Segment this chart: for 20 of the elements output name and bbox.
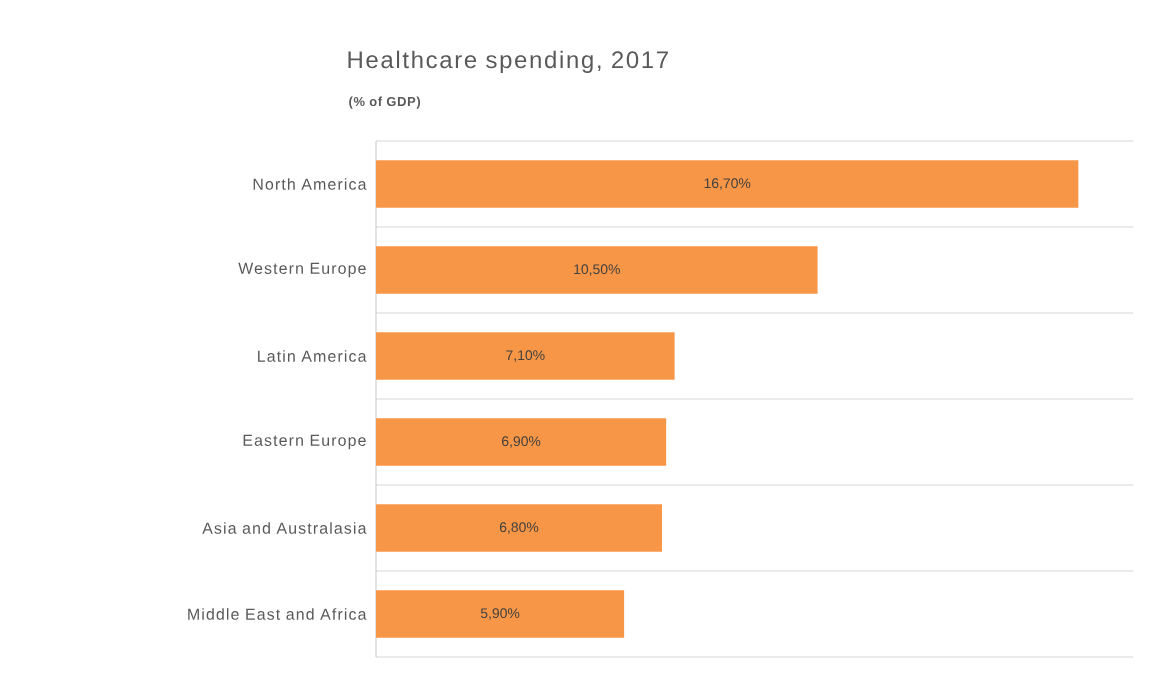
bar (376, 504, 662, 552)
data-label: 6,90% (502, 436, 541, 448)
y-tick-label: North America (253, 178, 367, 190)
bar (376, 590, 625, 638)
data-label: 6,80% (499, 522, 539, 534)
data-label: 16,70% (704, 178, 751, 190)
data-label: 10,50% (574, 264, 620, 276)
data-label: 7,10% (506, 350, 545, 362)
bar (376, 160, 1079, 208)
y-tick-label: Eastern Europe (243, 434, 366, 450)
bar (376, 332, 675, 380)
data-label: 5,90% (480, 608, 520, 620)
y-tick-label: Western Europe (238, 262, 366, 278)
bar (376, 418, 667, 466)
chart-title: Healthcare spending, 2017 (348, 50, 668, 73)
y-tick-label: Middle East and Africa (188, 608, 367, 620)
chart-subtitle: (% of GDP) (349, 96, 421, 109)
bar (376, 246, 818, 294)
y-tick-label: Latin America (258, 350, 367, 362)
y-tick-label: Asia and Australasia (202, 522, 367, 534)
